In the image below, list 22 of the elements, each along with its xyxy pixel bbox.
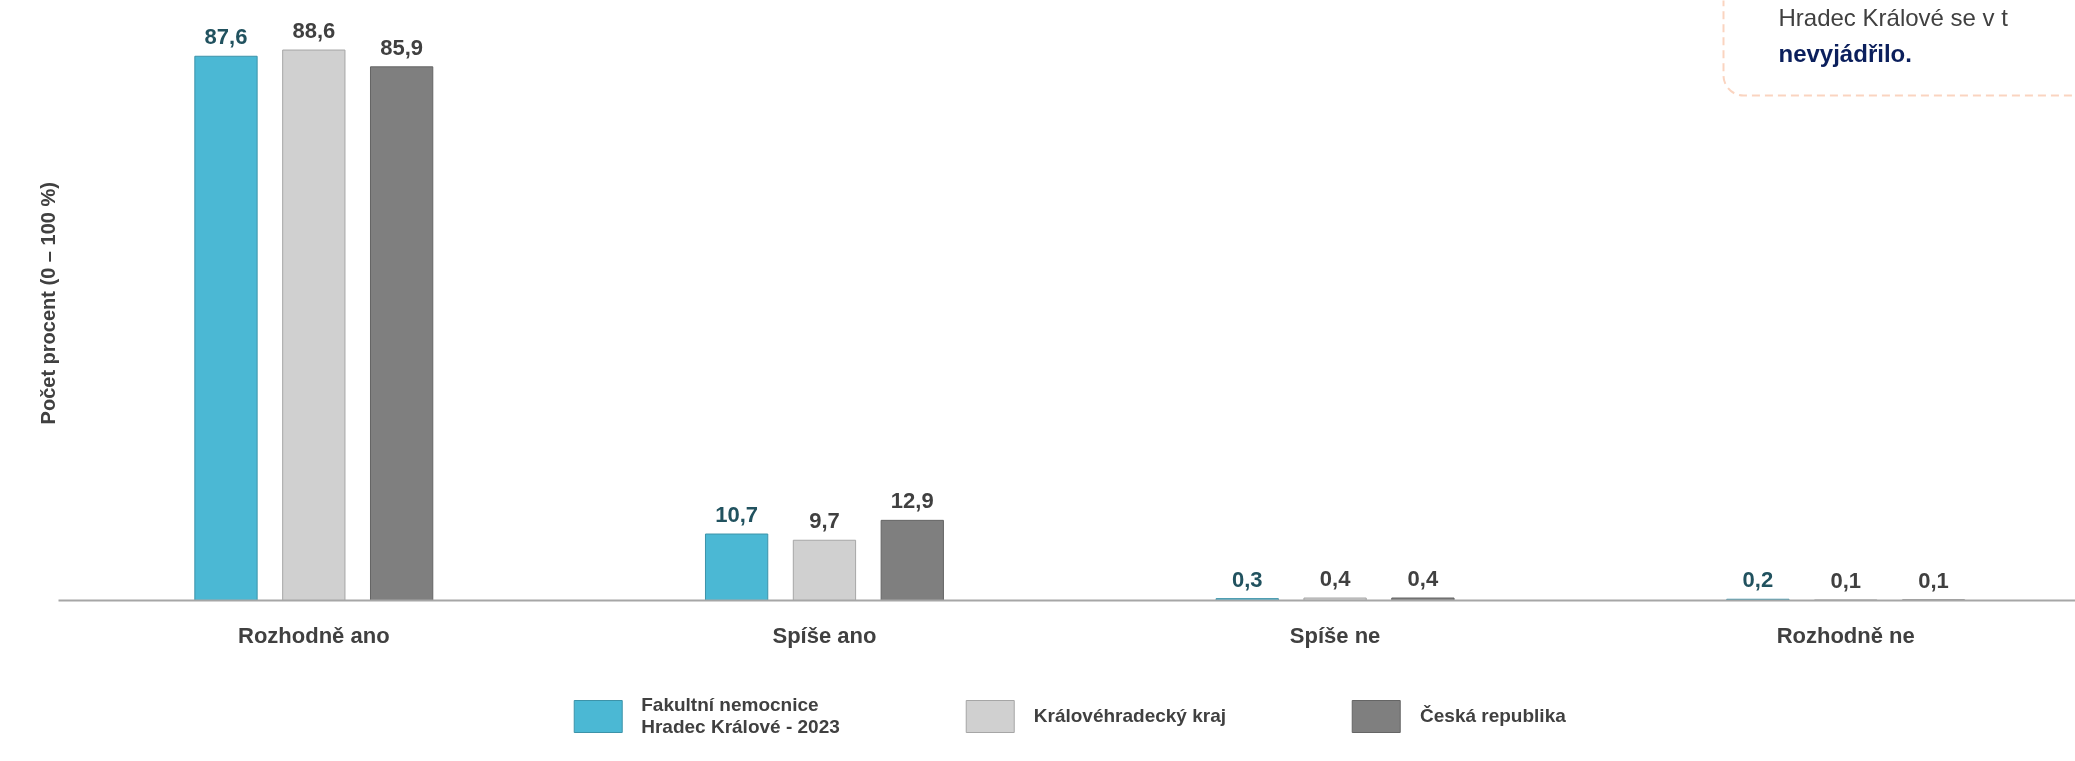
legend-label: Česká republika: [1420, 703, 1566, 728]
data-label: 9,7: [809, 508, 840, 534]
data-label: 88,6: [292, 18, 336, 44]
data-label: 0,4: [1407, 566, 1439, 592]
data-label: 10,7: [715, 502, 759, 528]
x-tick-label: Spíše ne: [1289, 622, 1381, 648]
legend-label: Královéhradecký kraj: [1033, 703, 1227, 728]
x-tick-label: Rozhodně ne: [1776, 622, 1915, 648]
data-label: 87,6: [204, 24, 248, 50]
data-label: 85,9: [380, 34, 424, 60]
data-label: 0,4: [1319, 566, 1352, 592]
data-label: 0,2: [1742, 567, 1774, 593]
data-label: 0,3: [1231, 566, 1263, 592]
x-tick-label: Spíše ano: [772, 622, 877, 648]
annotation: nevyjádřilo.: [1778, 39, 1912, 67]
data-label: 0,1: [1918, 567, 1949, 593]
y-axis-title: Počet procent (0 – 100 %): [36, 182, 59, 425]
x-tick-label: Rozhodně ano: [238, 622, 390, 648]
text: Hradec Králové se v t: [1778, 3, 2009, 31]
data-label: 12,9: [890, 488, 934, 514]
legend-label: Fakultní nemocnice Hradec Králové - 2023: [641, 692, 840, 739]
data-label: 0,1: [1830, 567, 1862, 593]
